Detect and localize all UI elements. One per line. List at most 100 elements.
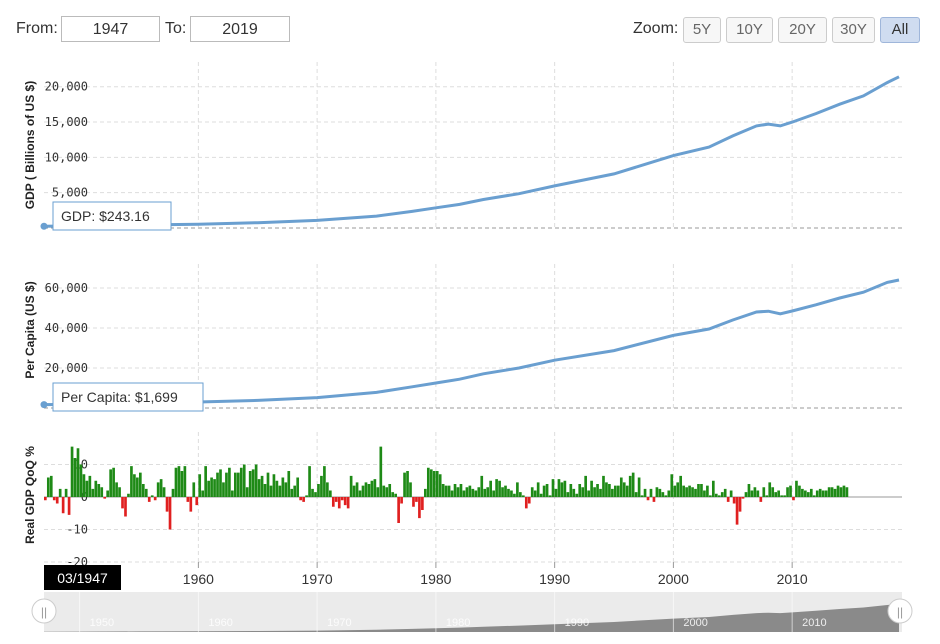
to-label: To:: [165, 20, 187, 37]
to-input[interactable]: 2019: [190, 16, 290, 42]
qoq-bar-negative: [302, 497, 305, 502]
qoq-bar-positive: [587, 490, 590, 497]
x-hover-label-text: 03/1947: [57, 570, 108, 586]
qoq-bar-positive: [789, 485, 792, 498]
qoq-bar-positive: [664, 495, 668, 498]
qoq-bar-positive: [542, 485, 546, 498]
qoq-bar-positive: [495, 479, 498, 498]
qoq-bar-positive: [824, 490, 828, 497]
qoq-bar-positive: [536, 482, 540, 498]
qoq-bar-positive: [329, 490, 332, 497]
qoq-bar-positive: [49, 475, 53, 498]
qoq-bar-positive: [251, 469, 255, 498]
qoq-bar-positive: [480, 475, 484, 498]
from-label: From:: [16, 20, 58, 37]
qoq-bar-positive: [608, 484, 611, 497]
zoom-30y-button[interactable]: 30Y: [832, 17, 875, 43]
qoq-bar-positive: [82, 474, 86, 497]
qoq-bar-positive: [477, 487, 481, 497]
qoq-bar-negative: [524, 497, 528, 509]
x-tick-label: 1970: [302, 571, 333, 587]
qoq-bar-positive: [46, 477, 50, 497]
qoq-bar-positive: [198, 474, 202, 497]
qoq-bar-positive: [551, 479, 555, 498]
qoq-bar-negative: [337, 497, 341, 509]
y-tick-label: 60,000: [45, 281, 88, 295]
qoq-bar-positive: [100, 487, 104, 497]
qoq-bar-positive: [361, 485, 365, 498]
qoq-bar-positive: [676, 482, 680, 498]
navigator-left-handle[interactable]: ||: [31, 598, 57, 624]
qoq-bar-positive: [225, 472, 228, 498]
qoq-bar-positive: [177, 466, 181, 498]
qoq-bar-positive: [257, 479, 261, 498]
qoq-bar-positive: [489, 480, 492, 497]
qoq-bar-positive: [700, 484, 703, 497]
qoq-bar-positive: [504, 485, 507, 498]
qoq-bar-positive: [709, 495, 712, 498]
qoq-bar-negative: [340, 497, 344, 501]
qoq-bar-positive: [450, 490, 454, 497]
qoq-bar-positive: [468, 485, 472, 498]
qoq-bar-positive: [720, 492, 724, 498]
per-capita-series-line: [43, 278, 900, 407]
qoq-bar-negative: [792, 497, 795, 501]
navigator[interactable]: 1950 1960 1970 1980 1990 2000 2010 || ||: [31, 592, 913, 632]
zoom-20y-button[interactable]: 20Y: [778, 17, 827, 43]
qoq-bar-positive: [575, 493, 579, 497]
qoq-bar-positive: [385, 487, 389, 497]
qoq-bar-negative: [331, 497, 335, 507]
qoq-bar-negative: [738, 497, 742, 512]
qoq-bar-positive: [204, 466, 207, 498]
qoq-bar-positive: [661, 492, 665, 498]
qoq-bar-positive: [201, 490, 205, 497]
navigator-right-handle[interactable]: ||: [887, 598, 913, 624]
qoq-bar-positive: [649, 488, 653, 498]
qoq-bar-positive: [795, 480, 798, 497]
qoq-bar-positive: [786, 487, 789, 497]
qoq-bar-positive: [228, 467, 231, 497]
navigator-right-handle-circle[interactable]: [887, 598, 913, 624]
qoq-bar-positive: [780, 495, 783, 498]
y-tick-label: 10,000: [45, 150, 88, 164]
navigator-left-handle-circle[interactable]: [31, 598, 57, 624]
y-tick-label: 40,000: [45, 321, 88, 335]
qoq-bar-positive: [557, 479, 561, 498]
qoq-bar-negative: [415, 497, 418, 502]
qoq-bar-negative: [527, 497, 531, 504]
zoom-10y-button[interactable]: 10Y: [726, 17, 773, 43]
qoq-bar-positive: [643, 488, 647, 498]
qoq-bar-positive: [115, 482, 118, 498]
gdp-tooltip-text: GDP: $243.16: [61, 208, 150, 224]
qoq-bar-positive: [133, 474, 136, 497]
qoq-bar-positive: [581, 487, 585, 497]
qoq-bar-positive: [376, 487, 380, 497]
qoq-bar-positive: [236, 472, 240, 498]
qoq-bar-negative: [397, 497, 400, 523]
qoq-bar-positive: [471, 488, 475, 498]
qoq-bar-positive: [765, 495, 769, 498]
qoq-bar-negative: [343, 497, 347, 506]
zoom-all-button[interactable]: All: [880, 17, 920, 43]
per-capita-y-axis-label: Per Capita (US $): [23, 281, 37, 378]
qoq-bar-positive: [572, 488, 576, 498]
qoq-bar-positive: [812, 495, 816, 498]
qoq-bar-negative: [334, 497, 338, 502]
y-tick-label: 20,000: [45, 361, 88, 375]
qoq-bar-positive: [729, 490, 733, 497]
gdp-tooltip: GDP: $243.16: [52, 201, 172, 231]
zoom-5y-button[interactable]: 5Y: [683, 17, 721, 43]
qoq-bar-negative: [732, 497, 736, 504]
qoq-bar-positive: [409, 482, 412, 498]
qoq-bar-positive: [563, 480, 567, 497]
qoq-bar-positive: [614, 485, 617, 498]
qoq-bar-positive: [631, 472, 635, 498]
qoq-bar-positive: [459, 484, 463, 497]
qoq-bar-positive: [379, 446, 383, 498]
qoq-bar-negative: [186, 497, 190, 502]
qoq-bar-positive: [753, 487, 757, 497]
from-input[interactable]: 1947: [61, 16, 160, 42]
qoq-bar-positive: [248, 471, 252, 497]
zoom-label: Zoom:: [633, 20, 679, 37]
qoq-bar-positive: [370, 480, 374, 497]
